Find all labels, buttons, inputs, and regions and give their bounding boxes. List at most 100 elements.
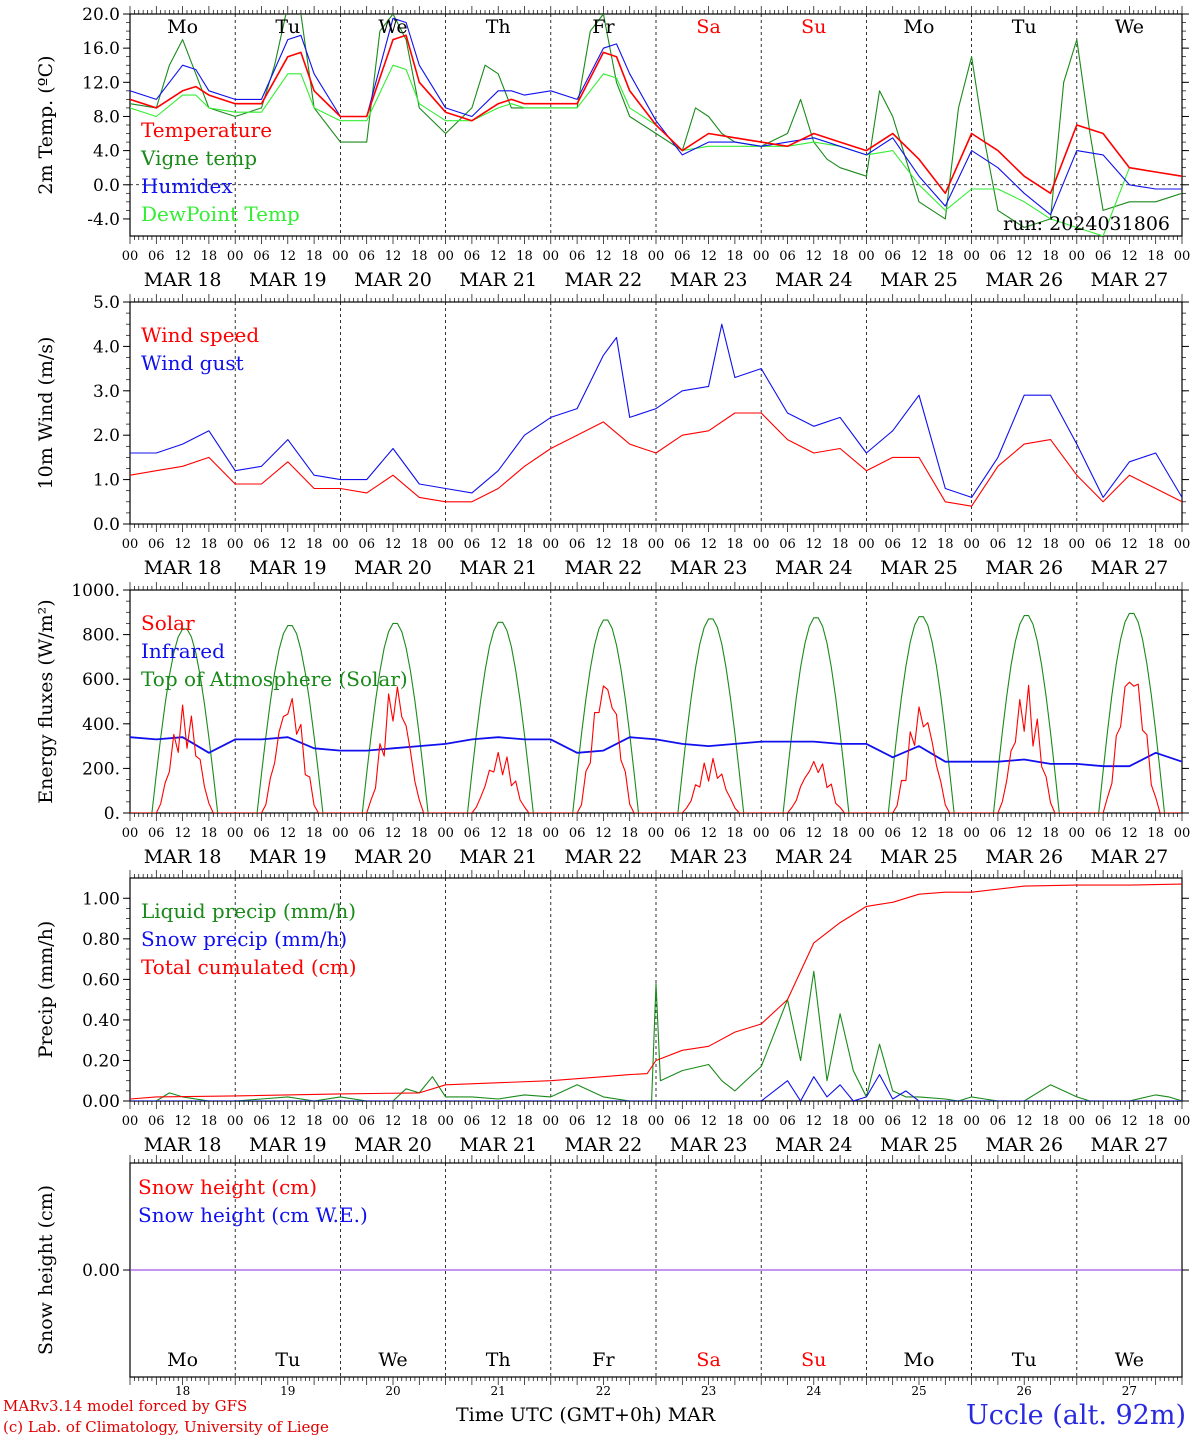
hour-tick-label: 00: [122, 1114, 139, 1129]
hour-tick-label: 00: [1069, 537, 1086, 552]
hour-tick-label: 00: [1174, 826, 1191, 841]
hour-tick-label: 18: [516, 826, 533, 841]
hour-tick-label: 00: [858, 826, 875, 841]
hour-tick-label: 06: [358, 249, 375, 264]
hour-tick-label: 18: [411, 249, 428, 264]
hour-tick-label: 12: [385, 826, 402, 841]
hour-tick-label: 00: [753, 537, 770, 552]
hour-tick-label: 18: [937, 1114, 954, 1129]
day-name: Su: [801, 1349, 826, 1371]
date-label: MAR 23: [670, 269, 748, 291]
date-label: MAR 18: [144, 846, 222, 868]
hour-tick-label: 12: [1016, 1114, 1033, 1129]
hour-tick-label: 06: [674, 1114, 691, 1129]
series-line-solar: [130, 681, 1182, 813]
hour-tick-label: 12: [700, 537, 717, 552]
hour-tick-label: 12: [806, 826, 823, 841]
hour-tick-label: 06: [990, 249, 1007, 264]
hour-tick-label: 06: [464, 537, 481, 552]
day-number-label: 22: [596, 1384, 611, 1398]
panel-wind: 0.0 1.0 2.0 3.0 4.0 5.0 10m Wind (m/s) Wind spe…: [35, 293, 1190, 579]
hour-tick-label: 18: [1042, 249, 1059, 264]
date-label: MAR 19: [249, 1134, 327, 1156]
hour-tick-label: 06: [779, 249, 796, 264]
hour-tick-label: 12: [280, 1114, 297, 1129]
hour-tick-label: 00: [227, 1114, 244, 1129]
series-group: [130, 323, 1182, 507]
hour-tick-label: 06: [674, 249, 691, 264]
panel-precip: 0.00 0.20 0.40 0.60 0.80 1.00 Precip (mm/h) Liq…: [35, 870, 1190, 1156]
run-label: run: 2024031806: [1003, 213, 1170, 235]
hour-tick-label: 06: [990, 1114, 1007, 1129]
hour-tick-label: 00: [1174, 249, 1191, 264]
legend-entry: Temperature: [141, 118, 272, 142]
hour-tick-label: 00: [1174, 537, 1191, 552]
hour-tick-label: 12: [385, 1114, 402, 1129]
legend-entry: Snow height (cm W.E.): [138, 1203, 368, 1227]
day-name: We: [1115, 1349, 1144, 1371]
date-label: MAR 21: [459, 846, 537, 868]
date-label: MAR 18: [144, 269, 222, 291]
hour-tick-label: 00: [543, 826, 560, 841]
y-tick-label: 16.0: [82, 39, 120, 59]
day-number-label: 25: [911, 1384, 926, 1398]
hour-tick-label: 18: [1147, 826, 1164, 841]
date-label: MAR 20: [354, 846, 432, 868]
hour-tick-label: 18: [621, 537, 638, 552]
hour-tick-label: 06: [884, 249, 901, 264]
hour-tick-label: 18: [306, 1114, 323, 1129]
date-label: MAR 24: [775, 557, 853, 579]
hour-tick-label: 00: [122, 826, 139, 841]
y-axis-title: Precip (mm/h): [35, 921, 57, 1059]
hour-tick-label: 00: [437, 1114, 454, 1129]
hour-tick-label: 18: [1042, 537, 1059, 552]
date-label: MAR 26: [985, 557, 1063, 579]
day-number-label: 26: [1017, 1384, 1032, 1398]
hour-tick-label: 06: [1095, 1114, 1112, 1129]
hour-tick-label: 00: [437, 249, 454, 264]
hour-tick-label: 18: [937, 537, 954, 552]
series-line-total-cumulated-cm-: [130, 883, 1182, 1100]
hour-tick-label: 18: [201, 249, 218, 264]
panel-snow: 0.00 Snow height (cm) Snow height (cm) Snow…: [35, 1155, 1189, 1398]
day-name: Mo: [167, 1349, 198, 1371]
y-tick-label: 4.0: [93, 142, 120, 162]
date-label: MAR 21: [459, 269, 537, 291]
hour-tick-label: 06: [148, 249, 165, 264]
hour-tick-label: 06: [253, 826, 270, 841]
hour-tick-label: 18: [832, 1114, 849, 1129]
hour-tick-label: 18: [937, 826, 954, 841]
hour-tick-label: 12: [1121, 249, 1138, 264]
date-label: MAR 19: [249, 269, 327, 291]
hour-tick-label: 06: [884, 826, 901, 841]
hour-tick-label: 12: [1121, 1114, 1138, 1129]
location-label: Uccle (alt. 92m): [966, 1400, 1186, 1431]
hour-tick-label: 06: [148, 826, 165, 841]
hour-tick-label: 00: [332, 537, 349, 552]
y-tick-label: 8.0: [93, 107, 120, 127]
hour-tick-label: 12: [806, 249, 823, 264]
legend-entry: Infrared: [141, 639, 225, 663]
y-tick-label: 400.: [82, 715, 120, 735]
hour-tick-label: 06: [779, 1114, 796, 1129]
time-axis-label: Time UTC (GMT+0h) MAR: [456, 1404, 716, 1426]
date-label: MAR 18: [144, 557, 222, 579]
hour-tick-label: 00: [963, 1114, 980, 1129]
model-credit: MARv3.14 model forced by GFS: [3, 1397, 248, 1415]
legend-entry: Snow height (cm): [138, 1175, 317, 1199]
legend-entry: Top of Atmosphere (Solar): [141, 667, 408, 691]
hour-tick-label: 06: [779, 537, 796, 552]
hour-tick-label: 00: [648, 1114, 665, 1129]
hour-tick-label: 06: [779, 826, 796, 841]
hour-tick-label: 18: [201, 537, 218, 552]
hour-tick-label: 00: [437, 537, 454, 552]
y-tick-label: 1.00: [82, 889, 120, 909]
hour-tick-label: 00: [963, 826, 980, 841]
hour-tick-label: 12: [280, 537, 297, 552]
hour-tick-label: 18: [1042, 1114, 1059, 1129]
date-label: MAR 20: [354, 557, 432, 579]
hour-tick-label: 06: [358, 826, 375, 841]
hour-tick-label: 00: [963, 537, 980, 552]
hour-tick-label: 06: [1095, 537, 1112, 552]
hour-tick-label: 18: [832, 826, 849, 841]
